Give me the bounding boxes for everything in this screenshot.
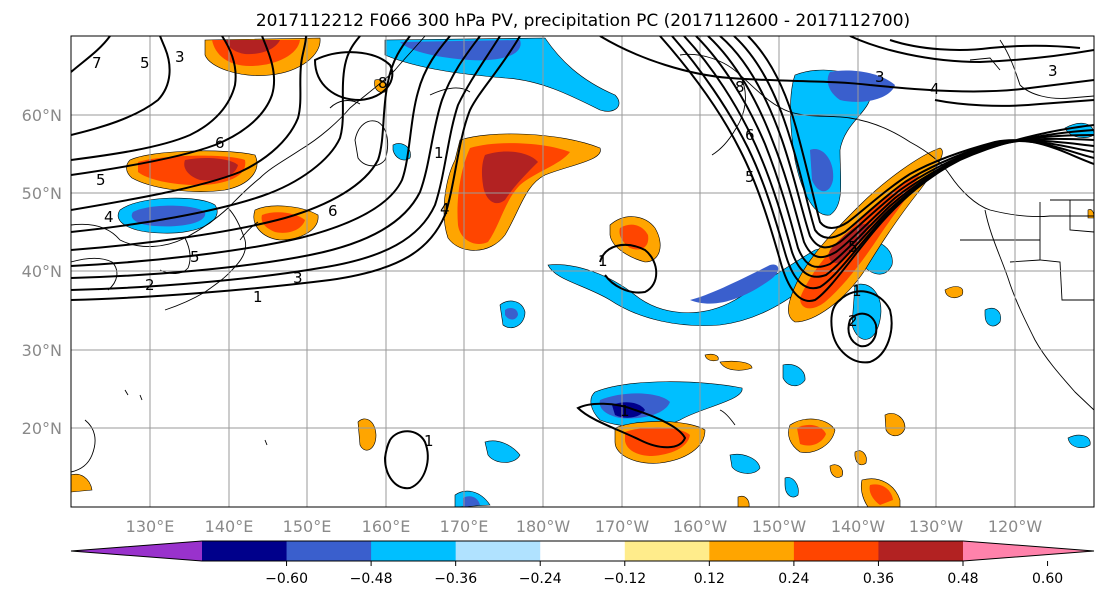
lon-label: 140°E <box>205 517 254 536</box>
lon-label: 180°W <box>516 517 571 536</box>
contour-label: 8 <box>378 74 388 92</box>
contour-label: 6 <box>328 202 338 220</box>
colorbar-segment <box>624 541 710 561</box>
contour-label: 1 <box>434 144 444 162</box>
contour-label: 1 <box>852 282 862 300</box>
contour-label: 8 <box>735 78 745 96</box>
colorbar-segment <box>793 541 879 561</box>
contour-label: 6 <box>745 126 755 144</box>
colorbar-tick-label: −0.36 <box>434 571 477 587</box>
colorbar-segment <box>371 541 457 561</box>
contour-label: 2 <box>848 312 858 330</box>
colorbar-outline <box>70 540 1095 562</box>
map-title: 2017112212 F066 300 hPa PV, precipitatio… <box>256 11 910 31</box>
contour-labels: 7 5 3 8 6 5 4 6 5 3 2 1 4 1 8 6 5 3 4 3 … <box>92 48 1058 450</box>
lon-label: 120°W <box>988 517 1043 536</box>
contour-label: 1 <box>598 252 608 270</box>
colorbar-tick-label: 0.24 <box>778 571 809 587</box>
contour-label: 5 <box>96 171 106 189</box>
lon-label: 160°W <box>673 517 728 536</box>
contour-label: 4 <box>440 200 450 218</box>
contour-label: 4 <box>104 208 114 226</box>
contour-label: 5 <box>190 248 200 266</box>
lon-label: 130°W <box>909 517 964 536</box>
colorbar-segment <box>709 541 795 561</box>
lon-label: 170°E <box>440 517 489 536</box>
contour-label: 5 <box>140 54 150 72</box>
negative-shading <box>117 37 1094 507</box>
lat-label: 30°N <box>22 341 62 360</box>
colorbar-segment <box>878 541 964 561</box>
latitude-labels: 60°N 50°N 40°N 30°N 20°N <box>22 106 62 438</box>
contour-label: 5 <box>848 238 858 256</box>
lon-label: 130°E <box>126 517 175 536</box>
contour-label: 3 <box>1048 62 1058 80</box>
longitude-labels: 130°E 140°E 150°E 160°E 170°E 180°W 170°… <box>126 517 1043 536</box>
contour-label: 6 <box>215 134 225 152</box>
contour-label: 3 <box>875 68 885 86</box>
contour-label: 3 <box>293 269 303 287</box>
lat-label: 20°N <box>22 419 62 438</box>
colorbar-extend-high <box>963 541 1094 561</box>
graticule <box>71 36 1094 507</box>
colorbar-tick-label: 0.36 <box>863 571 894 587</box>
lat-label: 60°N <box>22 106 62 125</box>
colorbar-tick-label: −0.12 <box>603 571 646 587</box>
map-area: 7 5 3 8 6 5 4 6 5 3 2 1 4 1 8 6 5 3 4 3 … <box>71 36 1094 507</box>
colorbar-tick-label: −0.24 <box>519 571 562 587</box>
colorbar-tick-label: 0.48 <box>947 571 978 587</box>
colorbar-tick-label: 0.12 <box>694 571 725 587</box>
contour-label: 2 <box>145 276 155 294</box>
colorbar-segment <box>202 541 288 561</box>
colorbar-segment <box>286 541 372 561</box>
lat-label: 40°N <box>22 262 62 281</box>
contour-label: 1 <box>424 432 434 450</box>
contour-label: 1 <box>253 288 263 306</box>
lon-label: 150°W <box>752 517 807 536</box>
contour-label: 5 <box>745 168 755 186</box>
colorbar: −0.60 −0.48 −0.36 −0.24 −0.12 0.12 0.24 0.36 0.4… <box>70 540 1095 587</box>
lon-label: 160°E <box>362 517 411 536</box>
contour-label: 4 <box>930 80 940 98</box>
colorbar-tick-label: −0.60 <box>265 571 308 587</box>
map-frame <box>70 35 1095 508</box>
pv-contours <box>71 36 1094 490</box>
colorbar-segment <box>540 541 626 561</box>
contour-label: 1 <box>620 402 630 420</box>
lon-label: 140°W <box>831 517 886 536</box>
colorbar-tick-label: −0.48 <box>350 571 393 587</box>
colorbar-extend-low <box>71 541 202 561</box>
colorbar-segment <box>455 541 541 561</box>
contour-label: 7 <box>92 54 102 72</box>
lat-label: 50°N <box>22 184 62 203</box>
lon-label: 170°W <box>595 517 650 536</box>
contour-label: 3 <box>175 48 185 66</box>
colorbar-tick-label: 0.60 <box>1032 571 1063 587</box>
lon-label: 150°E <box>283 517 332 536</box>
